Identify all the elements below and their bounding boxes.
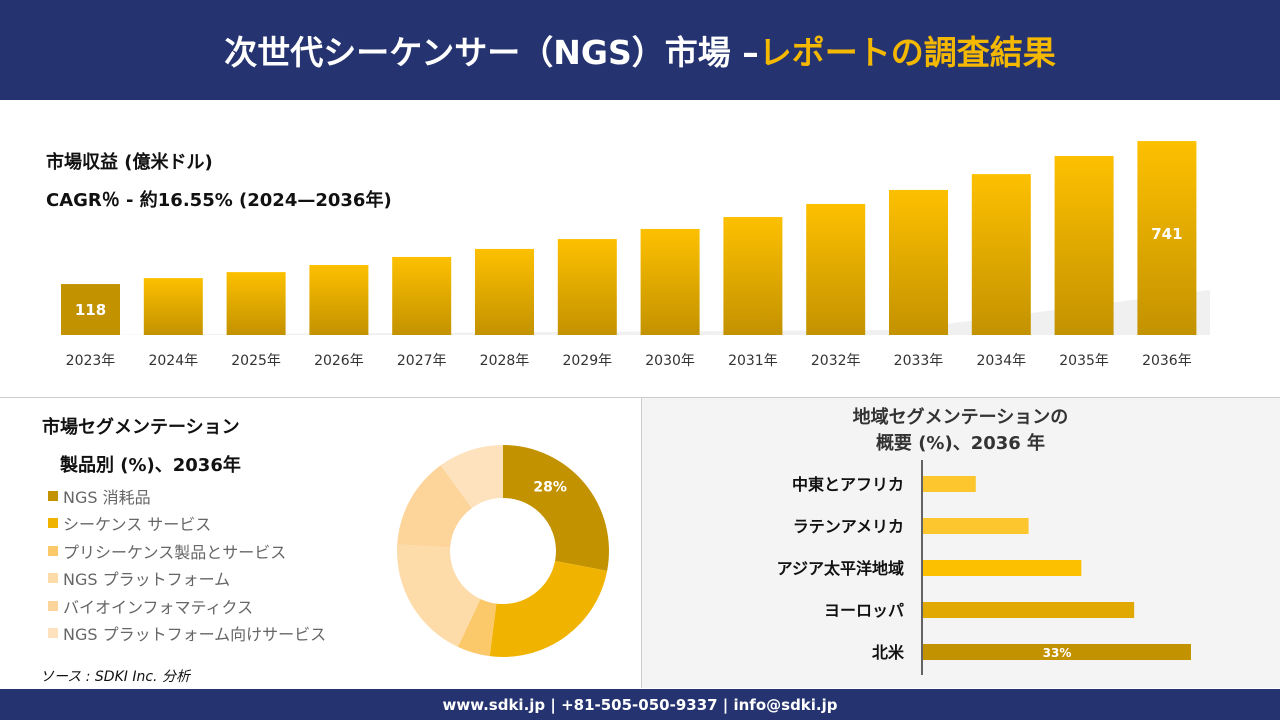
region-label: 北米 (872, 643, 905, 662)
x-tick-label: 2030年 (645, 353, 695, 369)
donut-slice (440, 445, 503, 509)
segment-subtitle: 製品別 (%)、2036年 (60, 455, 241, 476)
legend-item: NGS プラットフォーム向けサービス (48, 620, 326, 648)
legend-label: シーケンス サービス (63, 515, 212, 535)
region-label: ヨーロッパ (824, 601, 904, 620)
footer-contact: www.sdki.jp | +81-505-050-9337 | info@sd… (0, 689, 1280, 720)
source-note: ソース : SDKI Inc. 分析 (40, 669, 190, 685)
bar-2029年 (557, 239, 617, 335)
legend-label: NGS プラットフォーム (63, 570, 231, 590)
legend-swatch (48, 518, 58, 529)
data-label: 118 (75, 301, 106, 319)
legend-swatch (48, 600, 58, 611)
bar-2026年 (309, 264, 369, 335)
cagr-text: CAGR％ - 約16.55% (2024—2036年) (46, 190, 392, 211)
legend-swatch (48, 628, 58, 639)
donut-slice (489, 560, 608, 657)
product-donut-chart: 28% (397, 445, 609, 657)
legend-item: バイオインフォマティクス (48, 592, 326, 620)
legend-label: プリシーケンス製品とサービス (63, 542, 287, 562)
x-tick-label: 2029年 (562, 353, 612, 369)
x-tick-label: 2032年 (811, 353, 861, 369)
bar-2033年 (889, 189, 948, 335)
revenue-title: 市場収益 (億米ドル) (46, 152, 213, 173)
legend-swatch (48, 490, 58, 501)
revenue-bar-chart: 2023年 118 2024年 2025年 2026年 2027年 2028年 2029年 20… (61, 141, 1210, 369)
donut-slice (503, 445, 609, 571)
x-tick-label: 2023年 (66, 353, 116, 369)
x-tick-label: 2024年 (148, 353, 198, 369)
title-main: 次世代シーケンサー（NGS）市場 – (224, 33, 759, 72)
bar-2024年 (143, 278, 203, 335)
x-tick-label: 2035年 (1059, 353, 1109, 369)
donut-slice (397, 465, 472, 548)
legend-label: NGS 消耗品 (63, 487, 151, 507)
bar-2023年 (61, 284, 120, 335)
bar-2035年 (1054, 155, 1114, 335)
divider (0, 397, 1280, 398)
region-label: ラテンアメリカ (793, 517, 904, 536)
bar-2025年 (226, 272, 286, 335)
region-bar (923, 518, 1029, 534)
region-label: アジア太平洋地域 (777, 559, 904, 578)
region-bar (923, 602, 1135, 618)
title-highlight: レポートの調査結果 (758, 33, 1056, 72)
bar-2036年 (1137, 141, 1197, 335)
x-tick-label: 2025年 (231, 353, 281, 369)
donut-legend: NGS 消耗品シーケンス サービスプリシーケンス製品とサービス NGS プラットフ… (48, 482, 326, 647)
segment-title: 市場セグメンテーション (42, 417, 240, 438)
region-bar (923, 476, 976, 492)
legend-swatch (48, 545, 58, 556)
legend-item: NGS 消耗品 (48, 482, 326, 510)
bar-2034年 (971, 174, 1031, 335)
x-tick-label: 2026年 (314, 353, 364, 369)
x-tick-label: 2031年 (728, 353, 778, 369)
region-title: 地域セグメンテーションの 概要 (%)、2036 年 (641, 405, 1280, 457)
bar-2032年 (806, 203, 866, 335)
bar-2031年 (723, 217, 783, 335)
legend-swatch (48, 573, 58, 584)
x-tick-label: 2027年 (397, 353, 447, 369)
legend-label: NGS プラットフォーム向けサービス (63, 625, 327, 645)
legend-label: バイオインフォマティクス (63, 597, 254, 617)
legend-item: プリシーケンス製品とサービス (48, 537, 326, 565)
legend-item: NGS プラットフォーム (48, 565, 326, 593)
data-label: 741 (1151, 225, 1182, 243)
bar-2030年 (640, 228, 700, 335)
bar-2027年 (392, 256, 452, 335)
donut-data-label: 28% (533, 479, 567, 495)
donut-slice (457, 598, 497, 657)
region-title-line1: 地域セグメンテーションの (852, 407, 1069, 428)
region-segment-panel (641, 398, 1280, 688)
region-title-line2: 概要 (%)、2036 年 (875, 433, 1046, 454)
x-tick-label: 2033年 (894, 353, 944, 369)
x-tick-label: 2028年 (480, 353, 530, 369)
legend-item: シーケンス サービス (48, 510, 326, 538)
donut-slice (397, 544, 481, 647)
region-label: 中東とアフリカ (792, 475, 904, 494)
region-bar (923, 560, 1082, 576)
x-tick-label: 2034年 (976, 353, 1026, 369)
region-data-label: 33% (1043, 646, 1072, 660)
bar-2028年 (475, 248, 534, 335)
x-tick-label: 2036年 (1142, 353, 1192, 369)
header-banner: 次世代シーケンサー（NGS）市場 – レポートの調査結果 (0, 0, 1280, 100)
region-bar (923, 644, 1191, 660)
